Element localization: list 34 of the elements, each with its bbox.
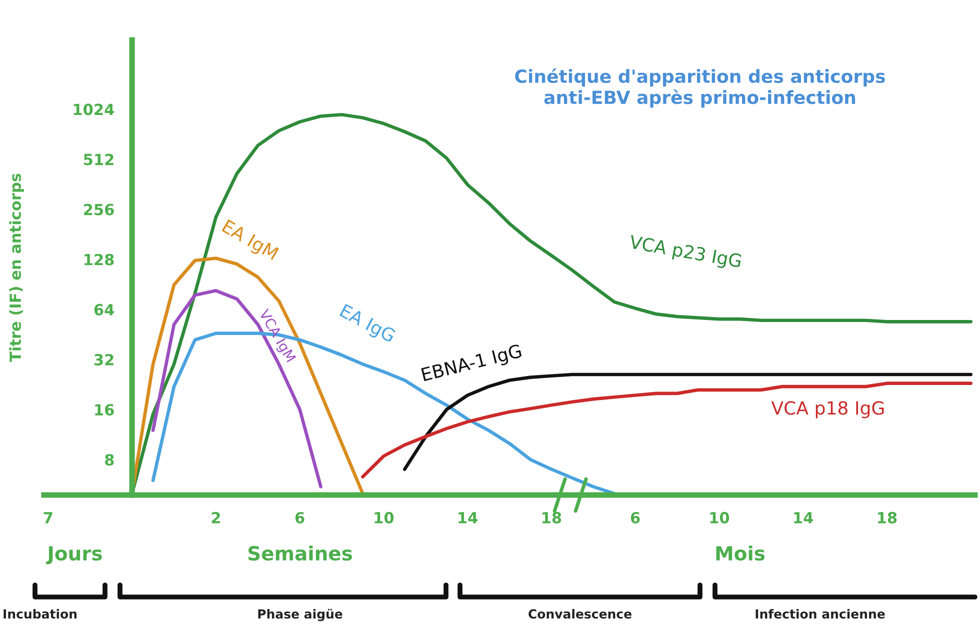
y-tick-label: 8: [105, 454, 114, 466]
text: Jours: [46, 546, 102, 564]
y-tick-label: 32: [94, 354, 114, 366]
x-tick-label: 14: [794, 512, 813, 524]
text: Cinétique d'apparition des anticorps anti-EBV après primo-infection: [515, 68, 885, 108]
y-tick-label: 512: [84, 154, 114, 166]
text: Convalescence: [528, 608, 632, 619]
text: EBNA-1 IgG: [421, 344, 523, 385]
y-tick-label: 128: [84, 254, 114, 266]
x-tick-label: 10: [710, 512, 730, 524]
text: Mois: [716, 546, 765, 561]
y-tick-label: 256: [84, 204, 114, 216]
line-series: [361, 382, 972, 479]
text: EA IgG: [338, 304, 396, 346]
y-tick-label: 64: [94, 304, 114, 316]
text: Infection ancienne: [756, 608, 885, 619]
x-tick-label: 18: [878, 512, 897, 524]
text: Phase aigüe: [258, 608, 342, 622]
text: VCA p23 IgG: [628, 234, 742, 272]
x-tick-label: 10: [374, 512, 394, 524]
x-tick-label: 14: [458, 512, 478, 524]
x-tick-label: 6: [630, 512, 640, 524]
y-tick-label: 16: [95, 404, 114, 416]
x-tick-label: 18: [542, 512, 562, 524]
x-tick-label: 7: [44, 512, 52, 524]
x-tick-label: 6: [295, 512, 304, 524]
y-tick-label: 1024: [74, 104, 114, 116]
x-tick-label: 2: [212, 512, 220, 524]
text: EA IgM: [220, 219, 279, 264]
series-label: VCA p18 IgG: [771, 401, 884, 418]
y-axis-title: Titre (IF) en anticorps: [9, 174, 24, 362]
line-series: [151, 288, 322, 488]
text: Incubation: [4, 608, 77, 619]
text: Semaines: [248, 546, 352, 561]
